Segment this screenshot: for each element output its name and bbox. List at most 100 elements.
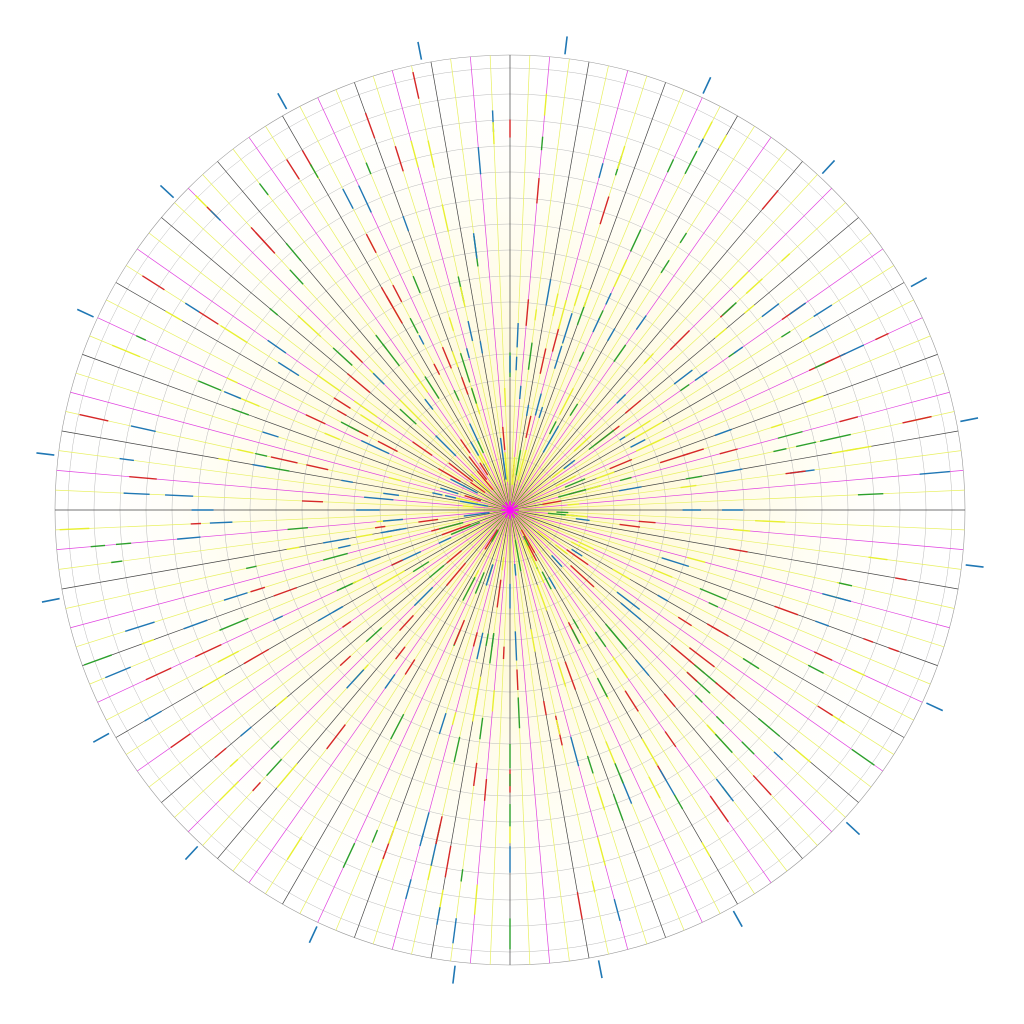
outer-tick	[452, 965, 456, 984]
dash	[630, 438, 646, 448]
dash	[669, 330, 690, 351]
dash	[341, 479, 353, 483]
dash	[773, 751, 784, 761]
outer-tick	[308, 926, 318, 944]
dash	[618, 486, 642, 492]
dash	[541, 571, 552, 590]
dash	[733, 346, 744, 354]
dash	[706, 623, 721, 632]
dash	[220, 325, 248, 344]
spoke	[265, 126, 511, 511]
dash	[435, 435, 457, 457]
dash	[377, 440, 398, 453]
spoke	[509, 56, 551, 511]
dash	[371, 829, 379, 843]
dash	[409, 317, 419, 334]
dash	[774, 605, 799, 616]
dash	[502, 426, 506, 451]
dash	[635, 315, 647, 330]
spoke	[148, 509, 511, 788]
dash	[231, 408, 250, 416]
dash	[412, 71, 420, 99]
dash	[337, 544, 351, 549]
outer-tick	[926, 702, 944, 712]
spoke	[450, 58, 511, 511]
dash	[875, 332, 889, 341]
dash	[135, 335, 147, 341]
dash	[332, 347, 353, 366]
dash	[436, 907, 441, 925]
spoke	[354, 82, 511, 511]
outer-tick	[76, 308, 94, 318]
dash	[275, 696, 288, 707]
dash	[438, 521, 464, 530]
dash	[277, 361, 300, 377]
dash	[863, 637, 874, 643]
dash	[525, 415, 532, 439]
dash	[469, 423, 480, 445]
dash	[659, 452, 690, 464]
dash	[570, 564, 595, 588]
dash	[424, 376, 440, 399]
spoke	[89, 509, 511, 685]
dash	[564, 478, 586, 488]
dash	[542, 700, 547, 716]
dash	[413, 372, 429, 393]
spoke	[509, 126, 755, 511]
dash	[255, 232, 276, 254]
dash	[392, 284, 403, 303]
dash	[817, 705, 834, 717]
dash	[438, 712, 447, 735]
dash	[502, 646, 505, 660]
outer-tick	[159, 184, 175, 199]
center-burst	[509, 504, 519, 511]
dash	[460, 869, 464, 882]
dash	[732, 528, 751, 532]
dash	[476, 470, 494, 491]
dash	[170, 733, 191, 749]
dash	[418, 334, 425, 345]
dash	[297, 315, 322, 338]
dash	[267, 339, 287, 354]
dash	[607, 328, 616, 342]
dash	[123, 492, 150, 495]
dash	[470, 481, 486, 494]
dash	[286, 159, 300, 180]
dash	[472, 692, 479, 722]
dash	[868, 556, 888, 561]
dash	[888, 647, 899, 653]
dash	[479, 462, 489, 476]
dash	[785, 470, 806, 475]
dash	[648, 776, 661, 799]
dash	[111, 560, 123, 564]
dash	[619, 476, 632, 482]
outer-tick	[277, 92, 288, 110]
spoke	[55, 509, 511, 531]
dash	[721, 302, 737, 317]
dash	[419, 833, 425, 847]
dash	[340, 421, 360, 432]
dash	[614, 763, 624, 784]
spoke	[106, 299, 511, 511]
dash	[390, 713, 405, 740]
dash	[612, 793, 624, 821]
dash	[564, 661, 577, 690]
dash	[254, 452, 268, 457]
spoke	[509, 509, 832, 832]
dash	[686, 556, 706, 563]
dash	[561, 313, 573, 344]
dash	[365, 626, 383, 643]
dash	[387, 820, 398, 844]
dash	[115, 542, 132, 546]
dash	[629, 229, 642, 252]
dash	[635, 437, 665, 452]
dash	[424, 398, 434, 411]
dash	[542, 500, 562, 505]
dash	[840, 344, 865, 357]
dash	[514, 540, 522, 572]
dash	[597, 837, 606, 866]
spoke	[509, 174, 818, 511]
dash	[353, 400, 378, 418]
dash	[576, 892, 583, 920]
